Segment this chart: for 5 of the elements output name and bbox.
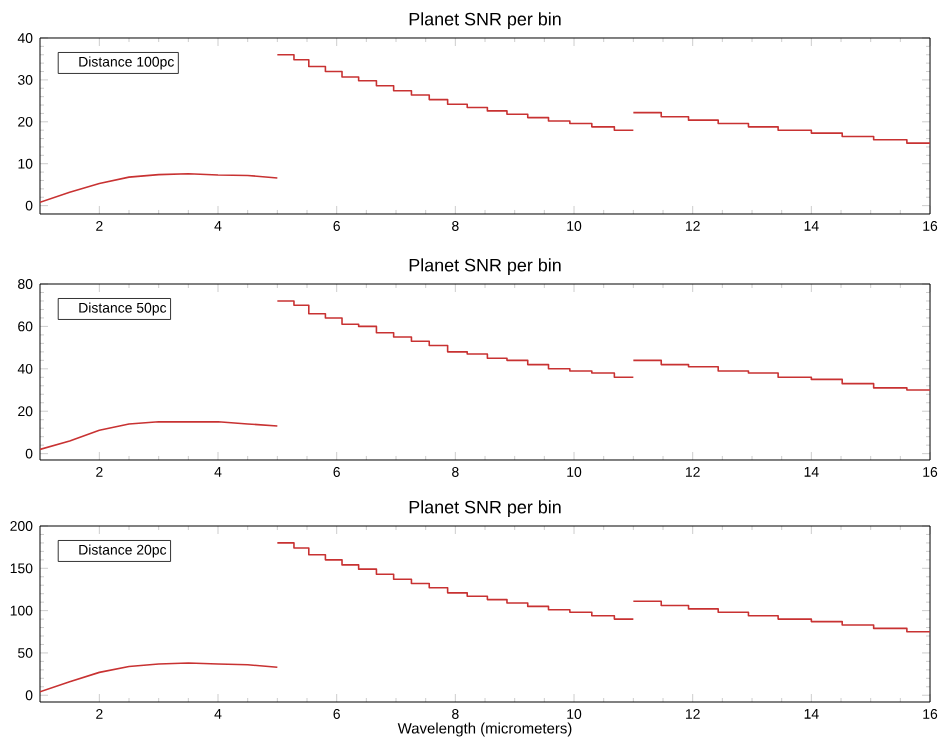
chart-title: Planet SNR per bin [409, 500, 561, 517]
line-series [40, 172, 279, 204]
chart-title: Planet SNR per bin [409, 12, 561, 29]
line-series [40, 662, 279, 693]
chart-title: Planet SNR per bin [409, 258, 561, 276]
